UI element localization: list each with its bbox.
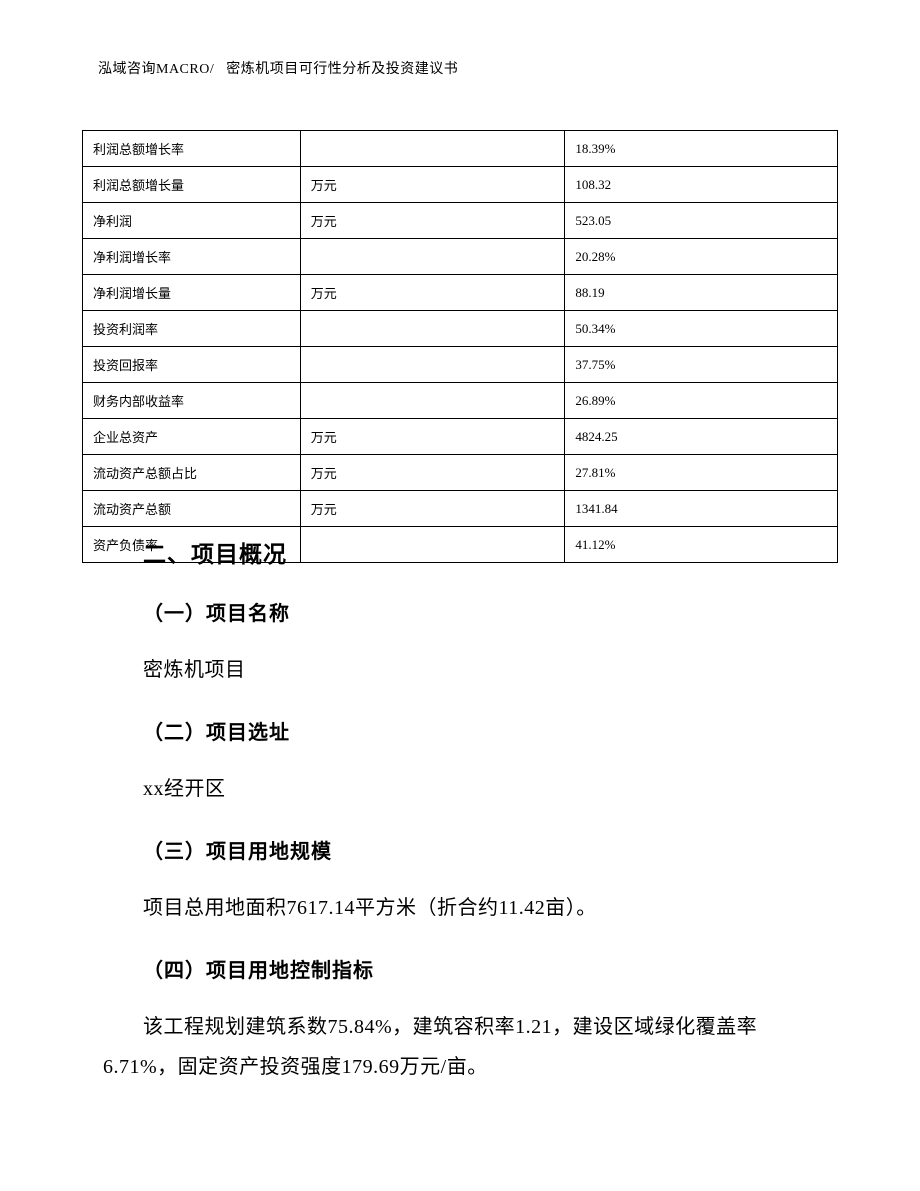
table-cell-label: 投资回报率 [83, 347, 301, 383]
document-body: 二、项目概况 （一）项目名称 密炼机项目 （二）项目选址 xx经开区 （三）项目… [143, 535, 823, 1113]
table-cell-label: 利润总额增长率 [83, 131, 301, 167]
sub-heading-4: （四）项目用地控制指标 [143, 954, 823, 983]
table-row: 投资利润率 50.34% [83, 311, 838, 347]
table-cell-label: 利润总额增长量 [83, 167, 301, 203]
table-row: 利润总额增长量万元108.32 [83, 167, 838, 203]
header-doc-title: 密炼机项目可行性分析及投资建议书 [226, 62, 458, 77]
table-row: 净利润增长量万元88.19 [83, 275, 838, 311]
table-cell-unit [300, 347, 565, 383]
sub-heading-3: （三）项目用地规模 [143, 835, 823, 864]
section-heading-2: 二、项目概况 [143, 535, 823, 569]
table-cell-unit [300, 131, 565, 167]
financial-table: 利润总额增长率18.39%利润总额增长量万元108.32净利润万元523.05净… [82, 130, 838, 563]
table-cell-value: 4824.25 [565, 419, 838, 455]
sub-heading-2: （二）项目选址 [143, 716, 823, 745]
table-cell-value: 523.05 [565, 203, 838, 239]
table-cell-label: 流动资产总额占比 [83, 455, 301, 491]
table-row: 净利润万元523.05 [83, 203, 838, 239]
table-row: 流动资产总额万元1341.84 [83, 491, 838, 527]
table-cell-value: 108.32 [565, 167, 838, 203]
table-row: 投资回报率 37.75% [83, 347, 838, 383]
table-cell-unit: 万元 [300, 275, 565, 311]
table-cell-label: 财务内部收益率 [83, 383, 301, 419]
body-text-2: xx经开区 [143, 769, 823, 809]
table-cell-value: 27.81% [565, 455, 838, 491]
body-text-1: 密炼机项目 [143, 650, 823, 690]
body-text-3: 项目总用地面积7617.14平方米（折合约11.42亩）。 [143, 888, 823, 928]
table-cell-label: 流动资产总额 [83, 491, 301, 527]
body-text-4: 该工程规划建筑系数75.84%，建筑容积率1.21，建设区域绿化覆盖率6.71%… [103, 1007, 823, 1087]
table-row: 企业总资产万元4824.25 [83, 419, 838, 455]
table-row: 财务内部收益率 26.89% [83, 383, 838, 419]
table-cell-label: 净利润 [83, 203, 301, 239]
table-cell-unit: 万元 [300, 491, 565, 527]
header-company: 泓域咨询MACRO/ [98, 62, 214, 77]
table-cell-label: 净利润增长量 [83, 275, 301, 311]
financial-table-container: 利润总额增长率18.39%利润总额增长量万元108.32净利润万元523.05净… [82, 130, 838, 563]
table-cell-label: 投资利润率 [83, 311, 301, 347]
table-cell-value: 37.75% [565, 347, 838, 383]
sub-heading-1: （一）项目名称 [143, 597, 823, 626]
table-cell-unit [300, 239, 565, 275]
table-cell-unit: 万元 [300, 419, 565, 455]
table-cell-value: 20.28% [565, 239, 838, 275]
table-cell-value: 26.89% [565, 383, 838, 419]
table-cell-label: 净利润增长率 [83, 239, 301, 275]
page-header: 泓域咨询MACRO/ 密炼机项目可行性分析及投资建议书 [98, 58, 458, 78]
table-row: 净利润增长率 20.28% [83, 239, 838, 275]
table-cell-value: 50.34% [565, 311, 838, 347]
table-cell-unit [300, 311, 565, 347]
table-row: 利润总额增长率 18.39% [83, 131, 838, 167]
table-cell-value: 88.19 [565, 275, 838, 311]
table-cell-value: 18.39% [565, 131, 838, 167]
table-cell-unit [300, 383, 565, 419]
table-cell-unit: 万元 [300, 203, 565, 239]
table-cell-value: 1341.84 [565, 491, 838, 527]
table-cell-label: 企业总资产 [83, 419, 301, 455]
table-cell-unit: 万元 [300, 455, 565, 491]
table-row: 流动资产总额占比万元27.81% [83, 455, 838, 491]
table-cell-unit: 万元 [300, 167, 565, 203]
